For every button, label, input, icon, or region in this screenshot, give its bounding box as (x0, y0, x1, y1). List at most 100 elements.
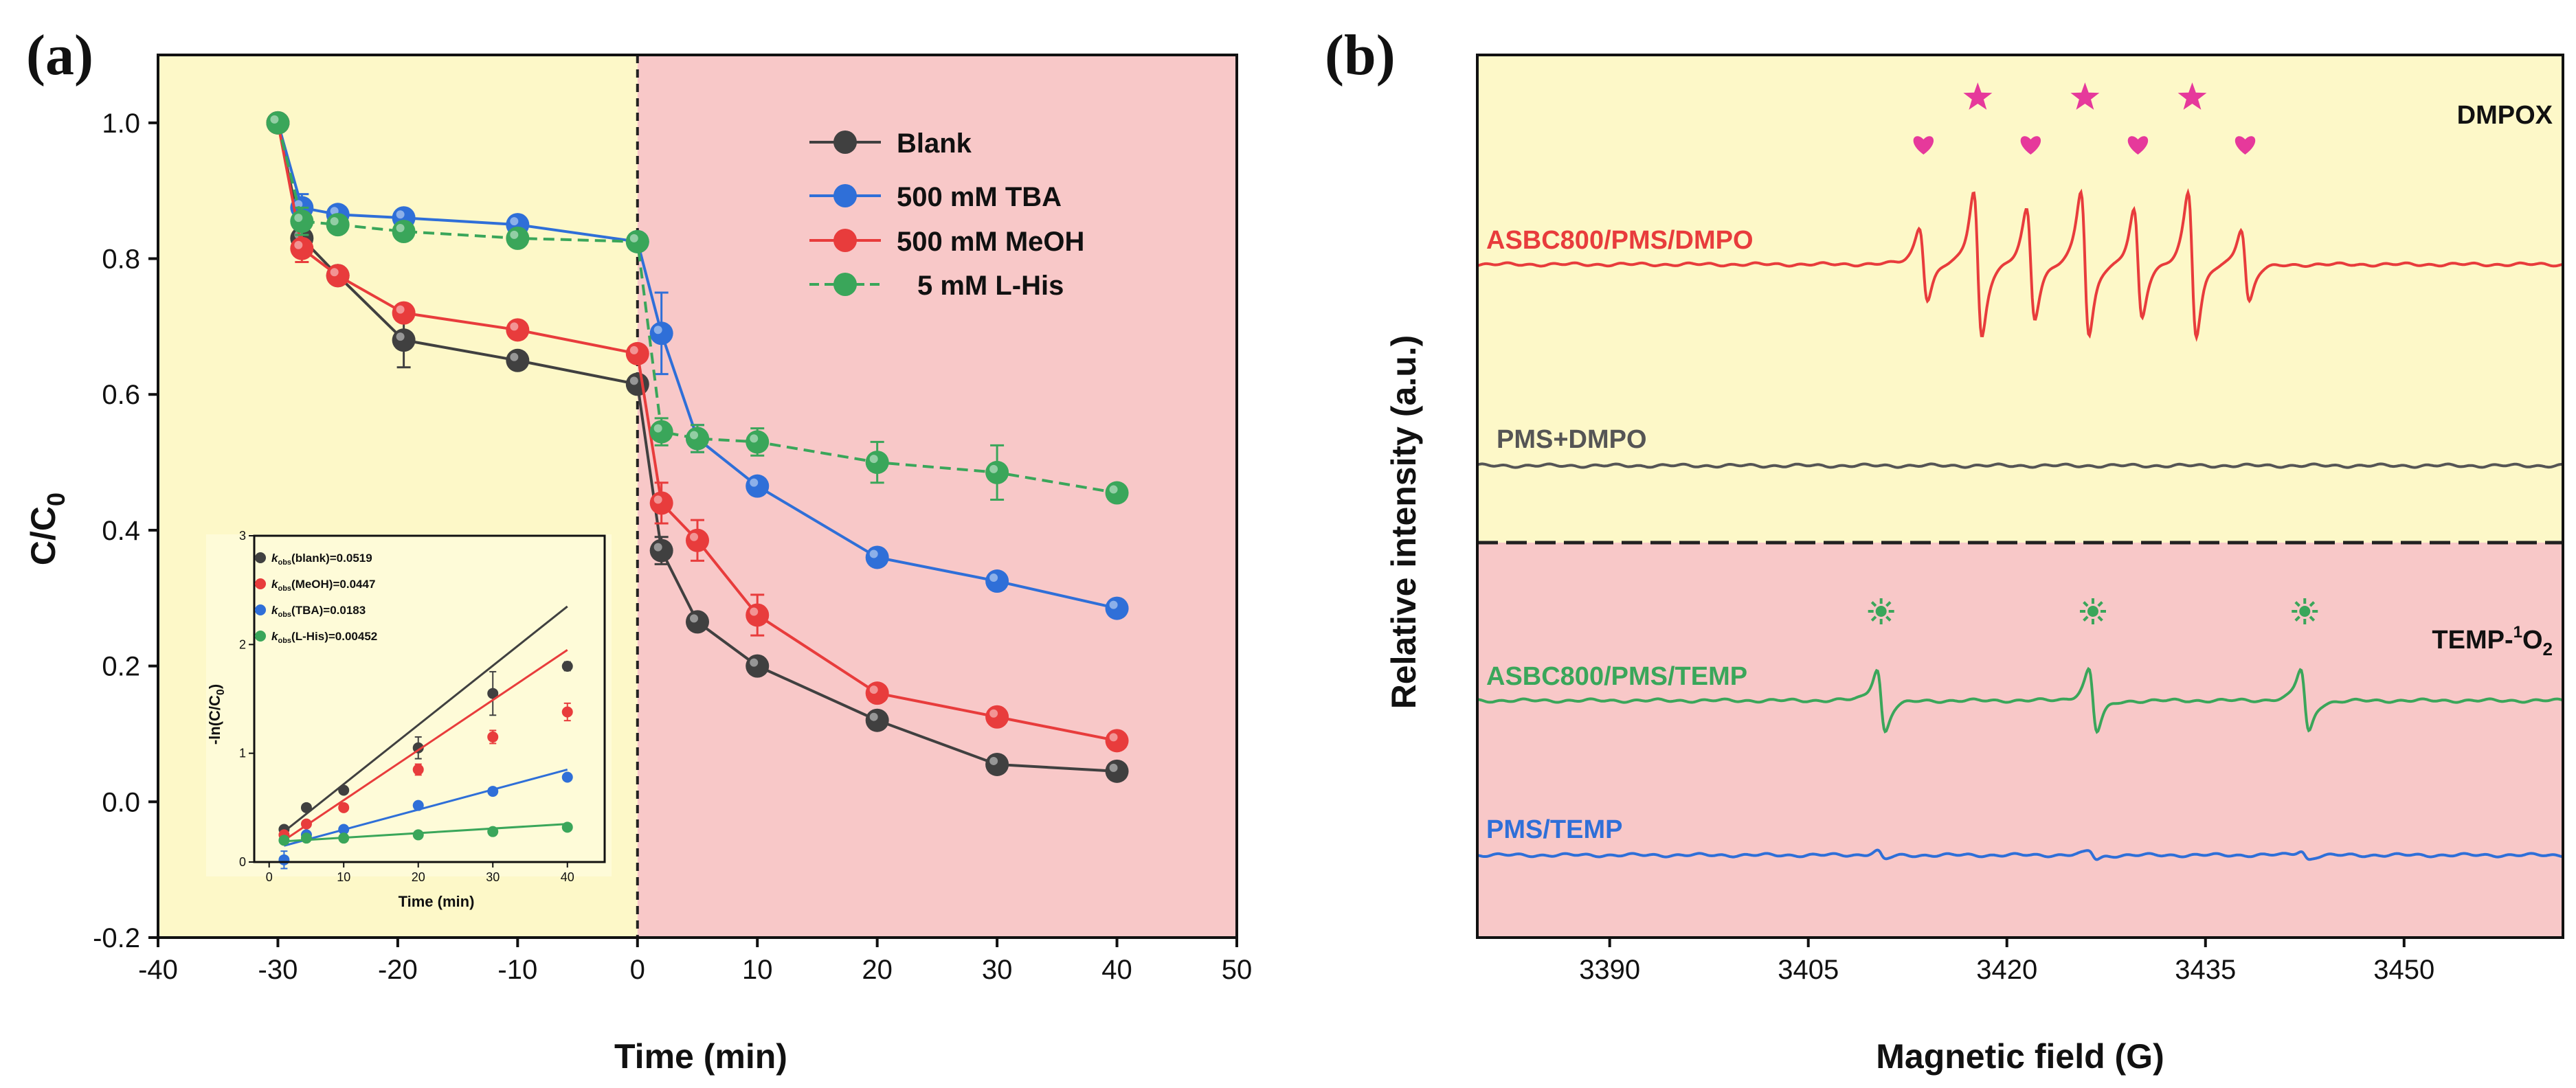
panel-b: 3390 3405 3420 3435 3450 (b) Magnetic field … (1325, 23, 2564, 1076)
sun-core (1875, 606, 1887, 617)
sun-icon (2292, 598, 2318, 624)
sun-ray (1870, 601, 1877, 607)
x-tick-label: 20 (862, 955, 893, 985)
y-tick-label: 1.0 (102, 109, 140, 139)
point-5-mm-l-his (686, 427, 709, 451)
inset-point (561, 706, 573, 718)
panel-a-plot-frame (157, 54, 1238, 939)
point-highlight (869, 549, 878, 558)
sun-ray (2097, 615, 2103, 622)
point-500-mm-meoh (1105, 729, 1129, 753)
point-highlight (989, 709, 998, 718)
point-highlight (750, 658, 759, 667)
point-highlight (510, 230, 519, 239)
point-blank (392, 328, 416, 352)
x-tick-label: 10 (742, 955, 773, 985)
panel-b-ticks: 3390 3405 3420 3435 3450 (1579, 938, 2434, 985)
point-highlight (510, 352, 519, 361)
inset-point (561, 661, 573, 672)
point-highlight (330, 268, 339, 277)
legend-marker-tba (833, 184, 857, 207)
panel-a-y-title: C/C0 (24, 492, 70, 565)
b-x-tick-label: 3405 (1778, 955, 1839, 985)
b-x-tick-label: 3450 (2373, 955, 2434, 985)
point-highlight (653, 424, 662, 433)
point-highlight (989, 464, 998, 473)
sun-icon (1868, 598, 1894, 624)
point-blank (506, 348, 530, 372)
svg-text:kobs(L-His)=0.00452: kobs(L-His)=0.00452 (271, 630, 377, 645)
b-x-tick-label: 3390 (1579, 955, 1640, 985)
heart-icon (2235, 136, 2256, 155)
dmpox-label: DMPOX (2457, 101, 2553, 130)
point-500-mm-meoh (326, 264, 350, 288)
inset-y-tick-label: 0 (239, 855, 246, 869)
spectrum-label-asbc-dmpo: ASBC800/PMS/DMPO (1486, 226, 1754, 255)
panel-b-plot-frame (1476, 54, 2564, 939)
legend-item-lhis: 5 mM L-His (809, 271, 1064, 301)
inset-y-tick-label: 2 (239, 637, 246, 651)
svg-text:kobs(blank)=0.0519: kobs(blank)=0.0519 (271, 552, 372, 567)
inset-y-title: -ln(C/C0) (206, 684, 227, 745)
sun-core (2299, 606, 2311, 617)
x-tick-label: 0 (630, 955, 645, 985)
point-500-mm-tba (649, 321, 673, 345)
panel-a-reaction-region (637, 55, 1237, 938)
inset-legend-blank: kobs(blank)=0.0519 (255, 552, 372, 567)
spectrum-asbc800-pms-temp (1477, 666, 2564, 734)
point-highlight (989, 574, 998, 582)
legend-item-tba: 500 mM TBA (809, 182, 1062, 212)
inset-point (300, 802, 312, 813)
inset-y-tick-label: 3 (239, 529, 246, 543)
legend-item-blank: Blank (809, 128, 972, 159)
legend-marker-lhis (833, 273, 857, 296)
point-500-mm-meoh (625, 341, 649, 365)
inset-x-tick-label: 10 (337, 870, 350, 884)
panel-a: -40 -30 -20 -10 0 10 20 30 40 50-0.20.00.20.40.60… (24, 23, 1252, 1076)
sun-ray (1870, 615, 1877, 622)
inset-legend-lhis: kobs(L-His)=0.00452 (255, 630, 377, 645)
inset-point (338, 832, 350, 844)
panel-a-inset: 0 10 20 30 40 0 1 2 3 Time (min) -ln(C/C0) kobs(… (206, 529, 612, 910)
point-highlight (750, 434, 759, 443)
sun-ray (2083, 615, 2089, 622)
point-highlight (294, 240, 303, 249)
inset-point (338, 784, 350, 796)
spectrum-label-asbc-temp: ASBC800/PMS/TEMP (1486, 662, 1747, 691)
inset-x-title: Time (min) (399, 893, 475, 910)
spectrum-pms-temp (1477, 848, 2564, 861)
spectrum-asbc800-pms-dmpo (1477, 188, 2564, 342)
point-highlight (510, 322, 519, 331)
point-highlight (1109, 733, 1118, 742)
star-icon (2177, 82, 2207, 110)
svg-text:kobs(TBA)=0.0183: kobs(TBA)=0.0183 (271, 604, 366, 619)
inset-point (487, 826, 499, 837)
point-highlight (653, 326, 662, 335)
x-tick-label: -10 (497, 955, 537, 985)
panel-a-letter: (a) (26, 23, 93, 87)
inset-fit-line (283, 605, 568, 832)
point-500-mm-meoh (649, 491, 673, 515)
legend-label-meoh: 500 mM MeOH (897, 227, 1084, 257)
point-500-mm-meoh (506, 318, 530, 342)
panel-b-bottom-region (1477, 543, 2563, 938)
panel-a-legend: Blank 500 mM TBA 500 mM MeOH 5 mM L-His (809, 128, 1084, 301)
point-500-mm-tba (1105, 596, 1129, 620)
inset-point (487, 688, 499, 699)
inset-point (412, 829, 424, 841)
legend-label-blank: Blank (897, 128, 972, 159)
inset-point (300, 818, 312, 830)
x-tick-label: -30 (258, 955, 298, 985)
point-5-mm-l-his (392, 220, 416, 243)
point-highlight (1109, 763, 1118, 772)
inset-legend-tba: kobs(TBA)=0.0183 (255, 604, 366, 619)
point-500-mm-meoh (686, 528, 709, 552)
point-blank (649, 539, 673, 563)
point-500-mm-tba (865, 545, 889, 569)
series-500-mm-meoh (266, 111, 1129, 753)
sun-ray (1885, 615, 1892, 622)
point-5-mm-l-his (506, 226, 530, 250)
point-highlight (653, 543, 662, 552)
spectrum-label-pms-dmpo: PMS+DMPO (1497, 425, 1647, 454)
inset-point (338, 802, 350, 813)
